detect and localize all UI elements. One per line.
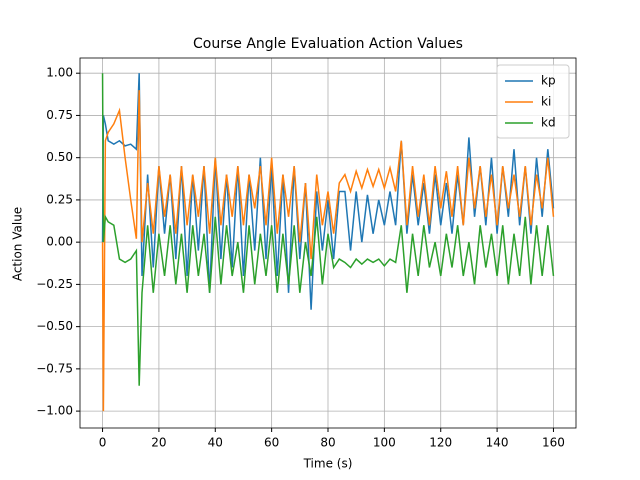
y-tick-label: 0.00 <box>46 235 73 249</box>
legend-label: kp <box>541 74 556 88</box>
legend-label: kd <box>541 116 556 130</box>
y-tick-label: −0.75 <box>36 361 73 375</box>
x-tick-label: 160 <box>542 436 565 450</box>
series-line <box>101 73 555 386</box>
chart-title: Course Angle Evaluation Action Values <box>193 36 463 52</box>
x-tick-label: 40 <box>208 436 223 450</box>
x-tick-label: 120 <box>429 436 452 450</box>
y-tick-label: 0.75 <box>46 108 73 122</box>
series-line <box>101 73 555 310</box>
y-tick-label: 0.25 <box>46 192 73 206</box>
legend-label: ki <box>541 95 551 109</box>
y-axis-label: Action Value <box>11 207 25 281</box>
x-tick-label: 100 <box>373 436 396 450</box>
x-tick-label: 20 <box>151 436 166 450</box>
x-tick-label: 80 <box>320 436 335 450</box>
y-tick-label: −0.50 <box>36 319 73 333</box>
y-tick-label: −1.00 <box>36 404 73 418</box>
y-tick-label: −0.25 <box>36 277 73 291</box>
x-tick-label: 140 <box>486 436 509 450</box>
legend: kp ki kd <box>496 64 570 139</box>
x-tick-label: 60 <box>264 436 279 450</box>
series-line <box>101 90 555 412</box>
y-tick-label: 1.00 <box>46 66 73 80</box>
y-tick-label: 0.50 <box>46 150 73 164</box>
x-axis-label: Time (s) <box>303 457 353 471</box>
x-tick-label: 0 <box>99 436 107 450</box>
plot-frame <box>79 57 577 429</box>
